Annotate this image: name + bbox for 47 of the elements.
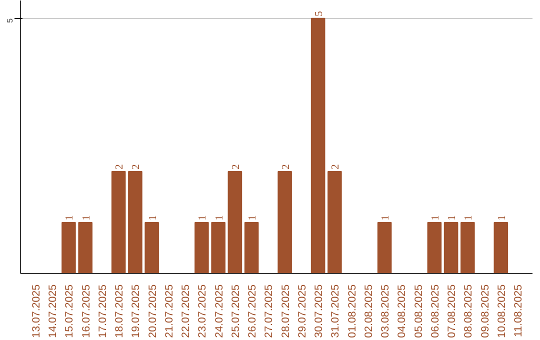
data-label: 1 — [198, 215, 209, 220]
x-tick-label: 28.07.2025 — [280, 284, 292, 338]
x-tick-label: 15.07.2025 — [64, 284, 76, 338]
x-tick-label: 22.07.2025 — [180, 284, 192, 338]
x-tick-label: 30.07.2025 — [313, 284, 326, 338]
x-tick-label: 18.07.2025 — [114, 284, 126, 338]
data-label: 2 — [131, 164, 142, 170]
x-tick-label: 25.07.2025 — [230, 284, 242, 338]
data-label: 1 — [148, 215, 159, 220]
data-label: 1 — [496, 215, 508, 220]
x-tick-label: 08.08.2025 — [462, 284, 475, 338]
x-tick-label: 11.08.2025 — [512, 284, 525, 338]
data-label: 2 — [330, 164, 342, 170]
data-label: 2 — [230, 164, 242, 170]
x-tick-label: 02.08.2025 — [362, 284, 375, 338]
x-tick-label: 14.07.2025 — [47, 284, 60, 338]
data-label: 1 — [214, 215, 226, 220]
x-tick-label: 29.07.2025 — [296, 284, 308, 338]
x-tick-label: 17.07.2025 — [96, 284, 109, 338]
x-tick-label: 01.08.2025 — [346, 284, 358, 338]
x-tick-label: 20.07.2025 — [146, 284, 159, 338]
data-label: 1 — [81, 215, 92, 220]
x-tick-label: 16.07.2025 — [80, 284, 92, 338]
x-tick-label: 03.08.2025 — [380, 284, 392, 338]
x-tick-label: 19.07.2025 — [130, 284, 142, 338]
data-label: 1 — [464, 215, 475, 220]
x-tick-label: 07.08.2025 — [446, 284, 458, 338]
x-tick-label: 31.07.2025 — [330, 284, 342, 338]
data-label: 1 — [64, 215, 76, 220]
x-tick-label: 26.07.2025 — [246, 284, 259, 338]
data-label: 1 — [380, 215, 392, 220]
x-tick-label: 21.07.2025 — [163, 284, 176, 338]
data-label: 5 — [314, 11, 326, 16]
x-tick-label: 06.08.2025 — [429, 284, 442, 338]
x-tick-label: 04.08.2025 — [396, 284, 408, 338]
x-tick-label: 10.08.2025 — [496, 284, 508, 338]
x-tick-label: 13.07.2025 — [30, 284, 42, 338]
x-tick-label: 05.08.2025 — [412, 284, 425, 338]
x-tick-label: 09.08.2025 — [479, 284, 492, 338]
x-tick-label: 24.07.2025 — [213, 284, 226, 338]
x-tick-label: 23.07.2025 — [196, 284, 209, 338]
x-tick-label: 27.07.2025 — [263, 284, 276, 338]
data-label: 1 — [447, 215, 458, 220]
data-label: 1 — [248, 215, 259, 220]
data-label: 2 — [114, 164, 126, 170]
data-label: 1 — [430, 215, 442, 220]
data-label: 2 — [280, 164, 292, 170]
